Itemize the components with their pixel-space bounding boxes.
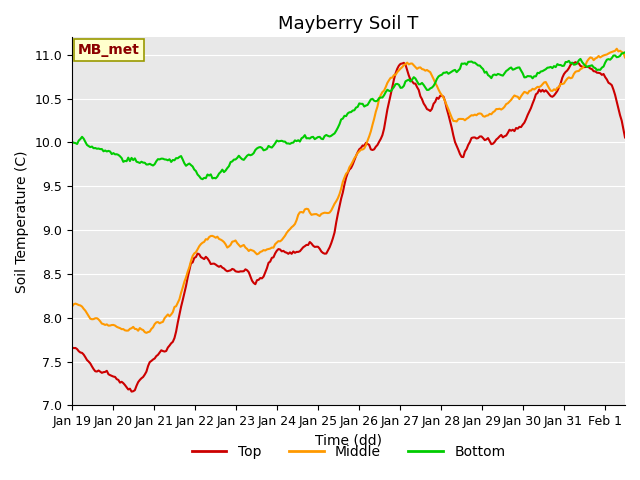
Legend: Top, Middle, Bottom: Top, Middle, Bottom (186, 440, 511, 465)
Top (621, 134, 629, 140)
Title: Mayberry Soil T: Mayberry Soil T (278, 15, 419, 33)
Middle (75, 302, 83, 308)
Bottom (75, 138, 83, 144)
Bottom (68, 139, 76, 145)
Middle (613, 46, 621, 52)
Bottom (522, 74, 530, 80)
Line: Top: Top (72, 62, 625, 392)
Bottom (529, 75, 536, 81)
Top (192, 254, 200, 260)
Middle (529, 86, 536, 92)
Y-axis label: Soil Temperature (C): Soil Temperature (C) (15, 150, 29, 293)
Bottom (198, 176, 206, 182)
Middle (621, 55, 629, 60)
Top (68, 345, 76, 350)
Top (529, 101, 536, 107)
Text: MB_met: MB_met (77, 43, 140, 57)
Bottom (621, 49, 629, 55)
X-axis label: Time (dd): Time (dd) (315, 434, 382, 448)
Top (380, 126, 388, 132)
Top (572, 60, 579, 65)
Top (128, 389, 136, 395)
Bottom (235, 153, 243, 158)
Top (522, 116, 530, 122)
Middle (235, 242, 243, 248)
Line: Middle: Middle (72, 49, 625, 333)
Middle (143, 330, 150, 336)
Middle (68, 303, 76, 309)
Middle (380, 88, 388, 94)
Middle (192, 249, 200, 255)
Bottom (380, 92, 388, 98)
Top (75, 348, 83, 354)
Top (235, 269, 243, 275)
Bottom (191, 167, 198, 172)
Line: Bottom: Bottom (72, 52, 625, 179)
Middle (522, 90, 530, 96)
